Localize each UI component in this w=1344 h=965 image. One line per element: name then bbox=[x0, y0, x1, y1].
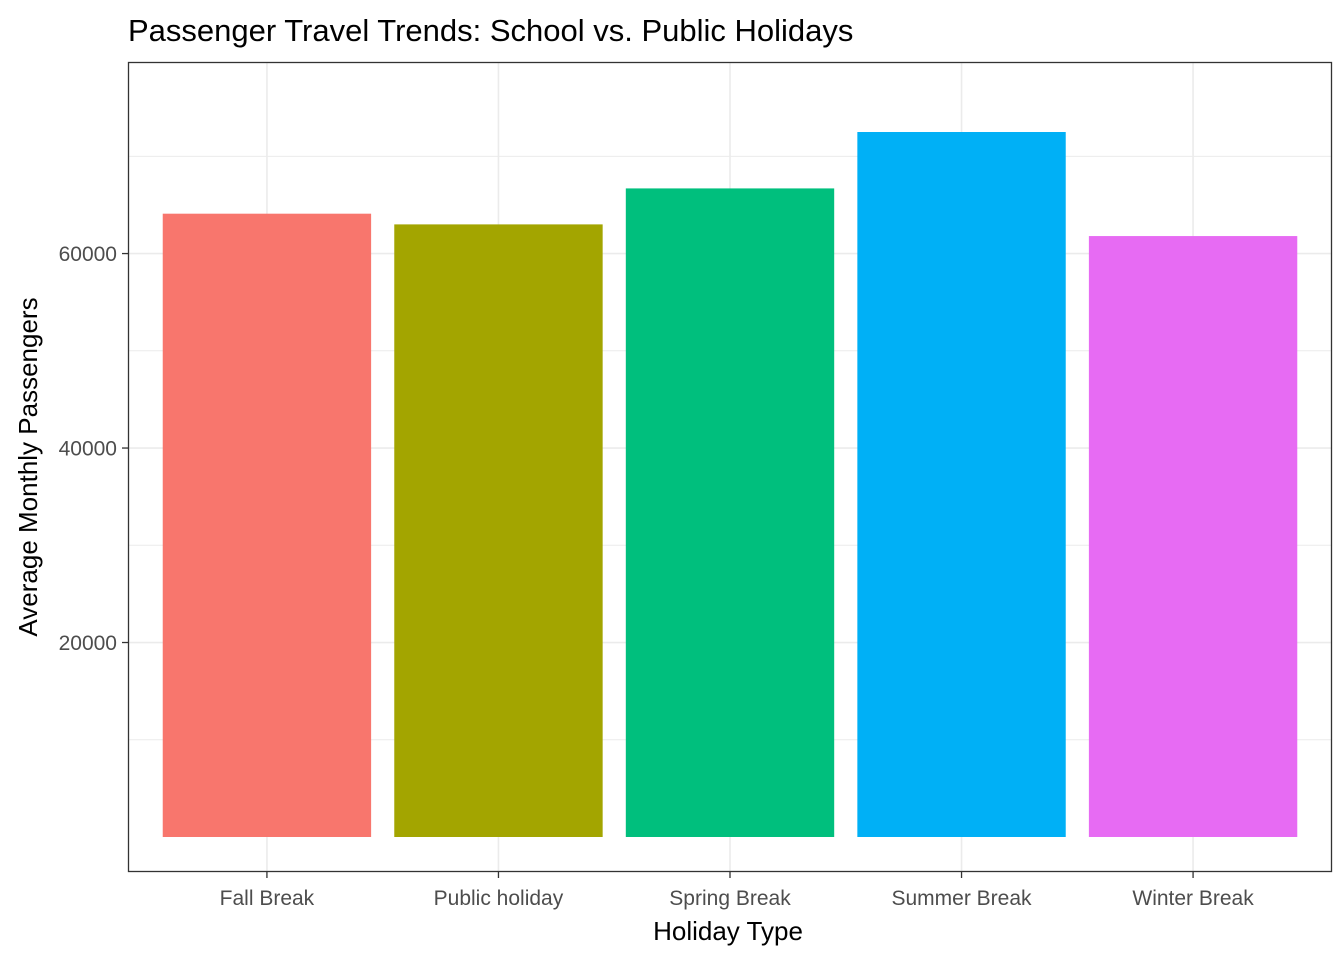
y-axis: 20000 40000 60000 bbox=[59, 243, 128, 655]
panel-border bbox=[127, 61, 1333, 873]
x-tick-label: Public holiday bbox=[434, 887, 564, 910]
plot-panel bbox=[127, 61, 1333, 873]
bar bbox=[162, 213, 372, 837]
y-tick-label: 20000 bbox=[59, 632, 117, 655]
bar bbox=[1088, 236, 1298, 837]
x-tick-label: Spring Break bbox=[669, 887, 791, 910]
bar bbox=[394, 224, 603, 837]
x-tick-label: Fall Break bbox=[220, 887, 315, 910]
x-tick-label: Summer Break bbox=[892, 887, 1033, 910]
y-axis-title: Average Monthly Passengers bbox=[13, 297, 43, 636]
chart-title: Passenger Travel Trends: School vs. Publ… bbox=[128, 13, 853, 48]
x-axis-title: Holiday Type bbox=[653, 916, 803, 946]
bar bbox=[625, 188, 835, 837]
y-tick-label: 60000 bbox=[59, 243, 117, 266]
x-axis: Fall Break Public holiday Spring Break Summ… bbox=[220, 872, 1254, 910]
x-tick-label: Winter Break bbox=[1132, 887, 1254, 910]
bars bbox=[162, 132, 1298, 837]
bar bbox=[857, 132, 1066, 837]
y-tick-label: 40000 bbox=[59, 438, 117, 461]
